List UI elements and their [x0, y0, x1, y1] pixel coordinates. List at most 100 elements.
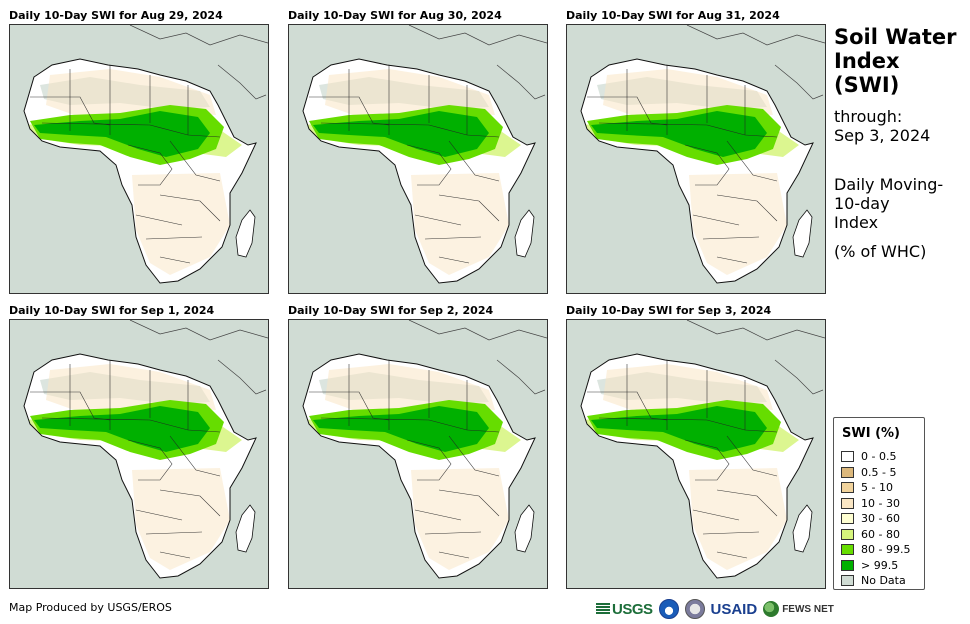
globe-icon	[763, 601, 780, 617]
country-border	[145, 531, 203, 535]
swi-overlay	[303, 69, 521, 275]
unit-label: (% of WHC)	[834, 242, 927, 261]
madagascar	[514, 504, 535, 553]
country-border	[414, 214, 462, 226]
legend-swatch	[841, 497, 854, 509]
fews-net-text: FEWS NET	[782, 603, 834, 615]
country-border	[716, 256, 748, 264]
dry-north	[325, 364, 495, 412]
country-border	[684, 439, 730, 481]
legend-item: 0.5 - 5	[841, 465, 910, 481]
coastline-arabia	[774, 359, 824, 395]
legend-label: 0 - 0.5	[861, 450, 897, 464]
coastline-europe	[686, 25, 825, 46]
country-border	[448, 140, 500, 182]
country-border	[702, 531, 760, 535]
swi-overlay	[24, 364, 242, 570]
dry-south	[132, 468, 230, 570]
saturated-core	[34, 406, 210, 452]
desc-line: 10-day	[834, 194, 890, 213]
country-border	[159, 194, 221, 222]
africa-swi-map	[566, 24, 826, 294]
coastline-arabia	[217, 359, 267, 395]
country-border	[41, 122, 221, 138]
title-line: Soil Water	[834, 25, 957, 49]
panel-title: Daily 10-Day SWI for Sep 3, 2024	[566, 304, 772, 317]
country-border	[438, 194, 500, 222]
country-border	[692, 214, 740, 226]
saturated-core	[591, 406, 767, 452]
legend-swatch	[841, 559, 854, 571]
panel-title: Daily 10-Day SWI for Sep 2, 2024	[288, 304, 494, 317]
legend-swatch	[841, 528, 854, 540]
legend-items: 0 - 0.5 0.5 - 5 5 - 10 10 - 30 30 - 60 6…	[841, 449, 910, 589]
legend-swatch	[841, 466, 854, 478]
country-border	[424, 531, 482, 535]
africa-coastline	[302, 58, 536, 284]
through-value: Sep 3, 2024	[834, 126, 931, 145]
legend-swatch	[841, 544, 854, 556]
swi-overlay	[581, 69, 799, 275]
africa-swi-map	[566, 319, 826, 589]
country-border	[448, 435, 500, 477]
panel-title: Daily 10-Day SWI for Sep 1, 2024	[9, 304, 215, 317]
country-border	[726, 435, 778, 477]
country-border	[320, 417, 500, 433]
country-border	[127, 439, 173, 481]
usgs-logo: USGS	[596, 601, 653, 618]
coastline-europe	[129, 320, 268, 341]
legend-title: SWI (%)	[842, 426, 900, 441]
country-border	[424, 236, 482, 240]
dry-south	[689, 468, 787, 570]
country-border	[716, 551, 748, 559]
dry-north	[603, 69, 773, 117]
madagascar	[792, 209, 813, 258]
through-date: through: Sep 3, 2024	[834, 107, 930, 145]
legend-label: > 99.5	[861, 558, 899, 572]
legend-swatch	[841, 451, 854, 463]
country-border	[414, 509, 462, 521]
legend-item: 30 - 60	[841, 511, 910, 527]
coastline-arabia	[496, 359, 546, 395]
swi-overlay	[303, 364, 521, 570]
coastline-arabia	[774, 64, 824, 100]
africa-swi-map	[9, 319, 269, 589]
partner-logos: USGS USAID FEWS NET	[596, 598, 834, 620]
legend-swatch	[841, 513, 854, 525]
country-border	[406, 144, 452, 186]
legend-label: 5 - 10	[861, 481, 893, 495]
country-border	[159, 489, 221, 517]
africa-coastline	[23, 353, 257, 579]
madagascar	[792, 504, 813, 553]
noaa-logo-icon	[658, 599, 679, 619]
map-credit: Map Produced by USGS/EROS	[9, 601, 172, 614]
title-line: (SWI)	[834, 73, 900, 97]
legend-item: 5 - 10	[841, 480, 910, 496]
coastline-europe	[129, 25, 268, 46]
swi-overlay	[581, 364, 799, 570]
saturated-core	[591, 111, 767, 157]
through-label: through:	[834, 107, 903, 126]
legend-item: 0 - 0.5	[841, 449, 910, 465]
dry-north	[46, 364, 216, 412]
legend-swatch	[841, 482, 854, 494]
panel-title: Daily 10-Day SWI for Aug 31, 2024	[566, 9, 780, 22]
dry-south	[411, 173, 509, 275]
legend-item: 10 - 30	[841, 496, 910, 512]
country-border	[684, 144, 730, 186]
dry-north	[46, 69, 216, 117]
country-border	[598, 417, 778, 433]
nasa-seal-icon	[684, 599, 705, 619]
country-border	[692, 509, 740, 521]
usgs-text: USGS	[612, 600, 653, 618]
country-border	[169, 140, 221, 182]
dry-south	[132, 173, 230, 275]
desc-line: Index	[834, 213, 879, 232]
country-border	[320, 122, 500, 138]
coastline-europe	[686, 320, 825, 341]
country-border	[598, 122, 778, 138]
panel-title: Daily 10-Day SWI for Aug 29, 2024	[9, 9, 223, 22]
country-border	[438, 489, 500, 517]
africa-swi-map	[288, 24, 548, 294]
dry-north	[603, 364, 773, 412]
